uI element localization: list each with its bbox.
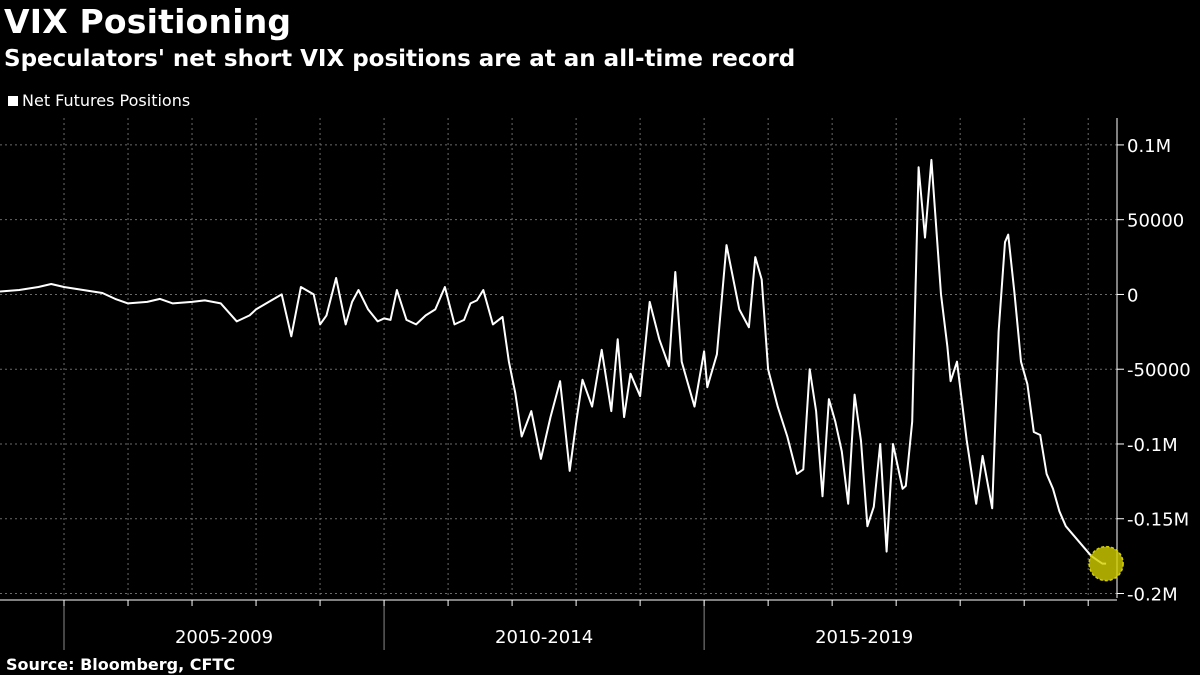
- series-line: [0, 158, 1107, 565]
- legend-swatch: [8, 95, 18, 106]
- series-layer: [0, 158, 1107, 565]
- legend-label: Net Futures Positions: [22, 91, 191, 110]
- highlight-circle: [1088, 545, 1124, 582]
- ytick-label: 0.1M: [1127, 136, 1171, 157]
- chart-title: VIX Positioning: [4, 2, 292, 41]
- ytick-label: -50000: [1127, 360, 1191, 381]
- annotation-layer: [1088, 545, 1124, 582]
- ytick-label: 0: [1127, 285, 1138, 306]
- xtick-label: 2005-2009: [175, 627, 273, 648]
- chart-subtitle: Speculators' net short VIX positions are…: [4, 46, 796, 72]
- ytick-label: -0.1M: [1127, 435, 1178, 456]
- xtick-label: 2010-2014: [495, 627, 593, 648]
- legend: Net Futures Positions: [8, 91, 190, 110]
- axis-layer: 0.1M 50000 0 -50000 -0.1M -0.15M -0.2M 2005-200…: [0, 118, 1191, 650]
- grid-layer: [0, 118, 1117, 598]
- ytick-label: -0.15M: [1127, 510, 1189, 531]
- ytick-label: 50000: [1127, 211, 1184, 232]
- xtick-label: 2015-2019: [815, 627, 913, 648]
- source-note: Source: Bloomberg, CFTC: [6, 655, 236, 674]
- ytick-label: -0.2M: [1127, 585, 1178, 606]
